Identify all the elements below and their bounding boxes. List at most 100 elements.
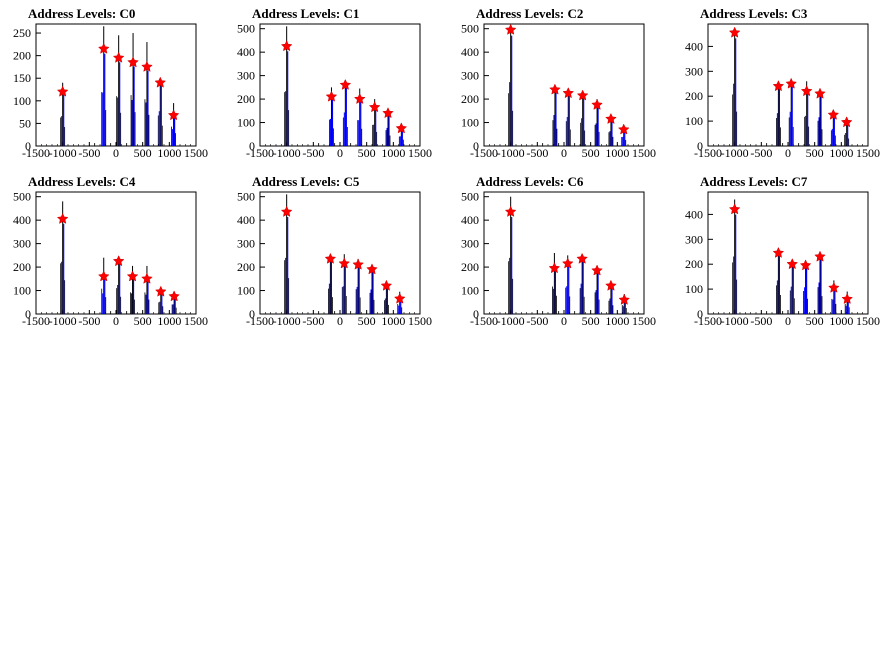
peak-group-2 <box>339 78 352 146</box>
peak-group-2 <box>338 254 351 314</box>
peak-star-marker <box>280 205 293 217</box>
y-tick-label: 200 <box>13 49 31 63</box>
y-tick-label: 0 <box>25 139 31 153</box>
peak-star-marker <box>280 40 293 52</box>
x-tick-label: 0 <box>561 314 567 328</box>
peak-group-6 <box>617 123 630 146</box>
peak-group-5 <box>380 279 393 314</box>
x-tick-label: 1500 <box>856 314 880 328</box>
peak-star-marker <box>167 109 180 121</box>
peak-group-0 <box>504 23 517 146</box>
y-tick-label: 100 <box>13 94 31 108</box>
y-tick-label: 300 <box>461 237 479 251</box>
chart-title: Address Levels: C0 <box>28 6 135 21</box>
peak-star-marker <box>605 279 617 291</box>
peak-star-marker <box>772 246 785 258</box>
x-tick-label: -500 <box>750 146 772 160</box>
peak-group-2 <box>112 35 125 146</box>
y-tick-label: 50 <box>19 116 31 130</box>
y-tick-label: 400 <box>461 213 479 227</box>
y-tick-label: 400 <box>237 213 255 227</box>
x-tick-label: 500 <box>134 146 152 160</box>
peak-star-marker <box>828 281 840 293</box>
y-tick-label: 250 <box>13 26 31 40</box>
y-tick-label: 500 <box>461 190 479 204</box>
chart-panel-4: Address Levels: C4-1500-1000 -500 0 500 1000… <box>13 174 208 328</box>
x-tick-label: -500 <box>78 146 100 160</box>
peak-star-marker <box>141 60 153 72</box>
y-tick-label: 100 <box>13 284 31 298</box>
peak-group-5 <box>827 108 840 146</box>
x-tick-label: 1000 <box>381 314 405 328</box>
x-tick-label: 500 <box>582 146 600 160</box>
y-tick-label: 100 <box>237 116 255 130</box>
x-tick-label: -1500 <box>22 314 50 328</box>
y-tick-label: 0 <box>697 139 703 153</box>
peak-star-marker <box>382 107 394 119</box>
chart-title: Address Levels: C5 <box>252 174 360 189</box>
peak-star-marker <box>127 56 139 68</box>
peak-star-marker <box>561 257 574 269</box>
peak-group-5 <box>605 279 617 314</box>
y-tick-label: 0 <box>473 307 479 321</box>
x-tick-label: -1500 <box>694 146 722 160</box>
x-tick-label: 1000 <box>157 146 181 160</box>
x-tick-label: -1000 <box>497 146 525 160</box>
y-tick-label: 300 <box>685 64 703 78</box>
y-tick-label: 300 <box>237 69 255 83</box>
peak-star-marker <box>154 76 167 88</box>
x-tick-label: -500 <box>526 314 548 328</box>
peak-star-marker <box>56 85 69 97</box>
peak-group-2 <box>561 255 574 314</box>
peak-group-1 <box>549 83 561 146</box>
peak-group-0 <box>56 82 69 146</box>
y-tick-label: 0 <box>473 139 479 153</box>
peak-star-marker <box>728 26 741 38</box>
x-tick-label: 1000 <box>381 146 405 160</box>
peak-group-6 <box>618 293 631 314</box>
peak-star-marker <box>814 87 826 99</box>
x-tick-label: -500 <box>750 314 772 328</box>
peak-star-marker <box>786 258 799 270</box>
y-tick-label: 300 <box>237 237 255 251</box>
peak-star-marker <box>339 78 352 90</box>
x-tick-label: -1500 <box>246 146 274 160</box>
peak-star-marker <box>841 292 853 304</box>
x-tick-label: 1500 <box>632 314 656 328</box>
peak-group-0 <box>280 194 293 314</box>
peak-group-1 <box>772 80 785 146</box>
peak-group-2 <box>786 258 799 314</box>
y-tick-label: 150 <box>13 71 31 85</box>
peak-group-5 <box>828 280 840 314</box>
peak-star-marker <box>368 101 381 113</box>
peak-star-marker <box>800 85 813 97</box>
peak-group-6 <box>167 103 180 146</box>
peak-group-4 <box>141 265 153 314</box>
y-tick-label: 400 <box>461 45 479 59</box>
peak-group-0 <box>56 201 69 314</box>
peak-group-6 <box>840 116 853 146</box>
y-tick-label: 200 <box>237 260 255 274</box>
peak-group-3 <box>353 88 366 146</box>
peak-group-0 <box>728 26 741 146</box>
peak-star-marker <box>591 264 603 276</box>
x-tick-label: -1000 <box>49 146 77 160</box>
peak-group-2 <box>562 87 575 146</box>
peak-group-3 <box>576 252 588 314</box>
chart-panel-7: Address Levels: C7-1500-1000 -500 0 500 1000… <box>685 174 880 328</box>
peak-star-marker <box>576 252 588 264</box>
x-tick-label: -1000 <box>721 146 749 160</box>
peak-group-1 <box>548 253 561 314</box>
peak-group-5 <box>155 285 167 314</box>
y-tick-label: 100 <box>461 284 479 298</box>
peak-group-1 <box>772 246 785 314</box>
y-tick-label: 100 <box>461 116 479 130</box>
peak-group-4 <box>814 87 826 146</box>
peak-group-3 <box>126 265 139 314</box>
peak-star-marker <box>617 123 630 135</box>
peak-group-3 <box>799 259 812 314</box>
x-tick-label: 1500 <box>408 314 432 328</box>
peak-group-6 <box>841 291 853 314</box>
peak-group-1 <box>324 252 337 314</box>
x-tick-label: -1500 <box>22 146 50 160</box>
